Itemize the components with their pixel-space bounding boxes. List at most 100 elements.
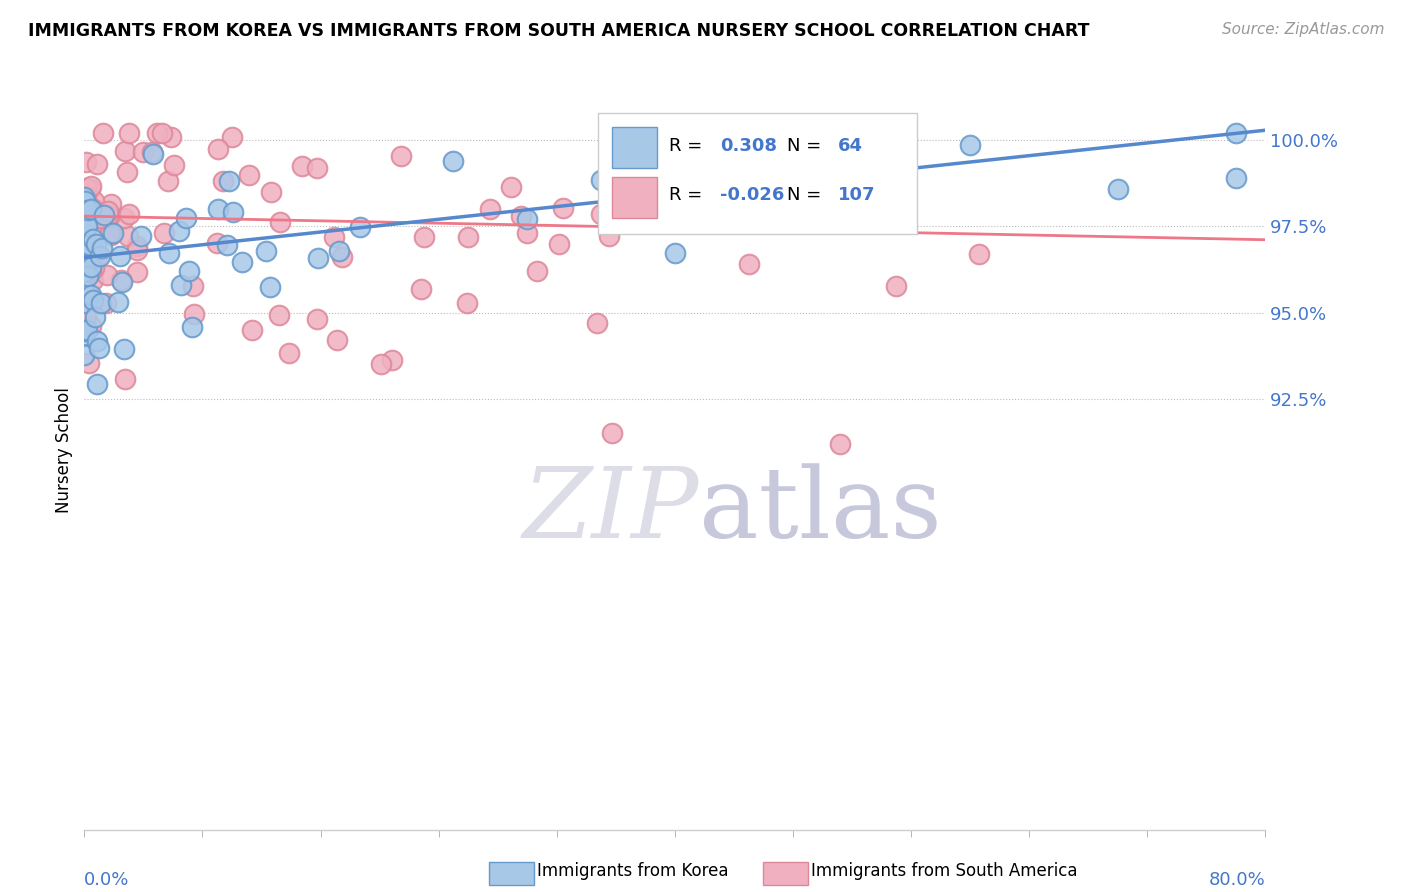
Point (260, 185, 283, 199)
Point (112, 342, 135, 356)
Point (174, 211, 197, 225)
Point (181, 279, 204, 293)
Point (269, 308, 291, 322)
Point (150, 127, 173, 141)
Point (97, 210, 120, 224)
Point (516, 212, 538, 227)
Text: N =: N = (787, 136, 827, 154)
Point (86, 334, 108, 349)
Point (141, 145, 163, 160)
Point (256, 244, 278, 258)
Point (75, 309, 97, 323)
Point (90, 241, 112, 255)
Point (738, 257, 761, 271)
Point (1225, 127, 1247, 141)
Point (370, 357, 392, 371)
Point (77, 253, 100, 268)
Point (73, 327, 96, 342)
Point (156, 174, 179, 188)
Point (380, 353, 402, 368)
Point (73, 238, 96, 252)
Point (291, 159, 314, 173)
Y-axis label: Nursery School: Nursery School (55, 387, 73, 514)
Point (499, 180, 522, 194)
Point (90, 295, 112, 310)
Point (73, 295, 96, 310)
Point (269, 215, 291, 229)
Point (664, 246, 686, 260)
Text: -0.026: -0.026 (720, 186, 785, 204)
Point (93, 208, 115, 222)
Text: N =: N = (787, 186, 827, 204)
Point (959, 138, 981, 153)
FancyBboxPatch shape (598, 113, 917, 235)
Point (586, 316, 609, 330)
Point (76, 323, 98, 337)
Point (79, 253, 101, 268)
Point (322, 230, 344, 244)
Point (75, 268, 97, 282)
Text: 64: 64 (838, 136, 863, 154)
Point (457, 230, 479, 244)
Point (73, 194, 96, 209)
Point (516, 226, 538, 240)
Point (75, 259, 97, 273)
Point (142, 147, 165, 161)
Point (212, 174, 235, 188)
Point (222, 205, 245, 219)
Point (307, 312, 329, 326)
Point (77, 269, 100, 284)
Point (125, 239, 148, 253)
Point (218, 174, 240, 188)
Point (75, 218, 97, 232)
Point (1107, 182, 1129, 196)
Point (664, 183, 686, 197)
Point (409, 282, 432, 296)
Point (100, 197, 122, 211)
Point (75, 203, 97, 218)
Point (167, 224, 190, 238)
FancyBboxPatch shape (612, 128, 657, 169)
Point (73, 226, 96, 240)
Point (83, 261, 105, 276)
Point (207, 142, 229, 156)
Point (73, 265, 96, 279)
Point (83, 194, 105, 208)
Point (96, 268, 118, 282)
Text: IMMIGRANTS FROM KOREA VS IMMIGRANTS FROM SOUTH AMERICA NURSERY SCHOOL CORRELATIO: IMMIGRANTS FROM KOREA VS IMMIGRANTS FROM… (28, 22, 1090, 40)
Point (90, 211, 112, 225)
FancyBboxPatch shape (612, 177, 657, 218)
Point (127, 265, 149, 279)
Point (886, 279, 908, 293)
Point (80, 260, 103, 274)
Point (73, 190, 96, 204)
Point (207, 202, 229, 216)
Text: Immigrants from Korea: Immigrants from Korea (537, 863, 728, 880)
Point (93, 212, 115, 227)
Point (77, 356, 100, 370)
Point (125, 244, 148, 258)
Point (82, 202, 104, 216)
Point (110, 249, 132, 263)
Point (328, 244, 350, 258)
Point (87, 341, 110, 355)
Point (79, 182, 101, 196)
Point (811, 169, 834, 183)
Point (132, 145, 155, 160)
Point (91, 127, 114, 141)
Point (107, 295, 129, 310)
Point (98, 226, 121, 240)
Point (117, 228, 139, 243)
Point (129, 228, 152, 243)
Point (782, 166, 804, 180)
Point (205, 235, 228, 250)
Point (152, 226, 174, 240)
Point (80, 178, 103, 193)
Text: Source: ZipAtlas.com: Source: ZipAtlas.com (1222, 22, 1385, 37)
Point (97, 208, 120, 222)
Point (73, 283, 96, 297)
Point (114, 145, 136, 159)
Point (332, 250, 354, 264)
Point (96, 296, 118, 310)
Point (75, 264, 97, 278)
